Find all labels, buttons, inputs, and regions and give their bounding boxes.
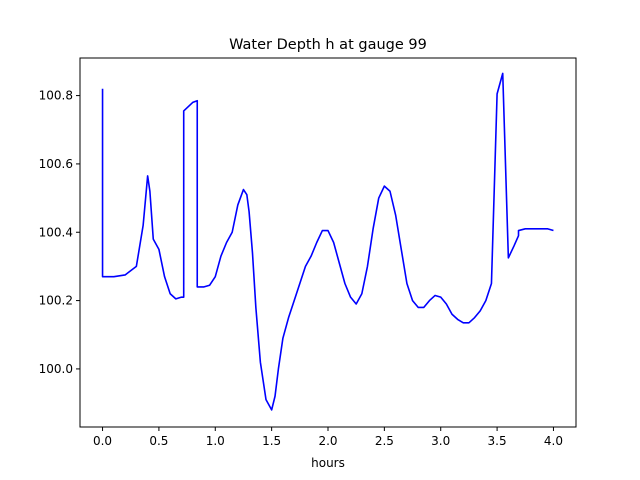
x-tick-label: 2.0	[318, 434, 337, 448]
y-tick-label: 100.8	[39, 89, 73, 103]
x-tick-label: 0.0	[93, 434, 112, 448]
y-tick-label: 100.6	[39, 157, 73, 171]
y-axis-ticks: 100.0 100.2 100.4 100.6 100.8	[39, 89, 80, 376]
y-tick-label: 100.2	[39, 294, 73, 308]
series-line-0	[101, 72, 554, 411]
x-axis-ticks: 0.0 0.5 1.0 1.5 2.0 2.5 3.0 3.5 4.0	[93, 427, 563, 448]
chart-title: Water Depth h at gauge 99	[229, 37, 427, 53]
x-tick-label: 1.0	[206, 434, 225, 448]
x-tick-label: 1.5	[262, 434, 281, 448]
x-tick-label: 3.5	[488, 434, 507, 448]
x-tick-label: 2.5	[375, 434, 394, 448]
x-tick-label: 4.0	[544, 434, 563, 448]
x-axis-label: hours	[311, 456, 345, 470]
x-tick-label: 0.5	[149, 434, 168, 448]
y-tick-label: 100.0	[39, 362, 73, 376]
x-tick-label: 3.0	[431, 434, 450, 448]
y-tick-label: 100.4	[39, 225, 73, 239]
